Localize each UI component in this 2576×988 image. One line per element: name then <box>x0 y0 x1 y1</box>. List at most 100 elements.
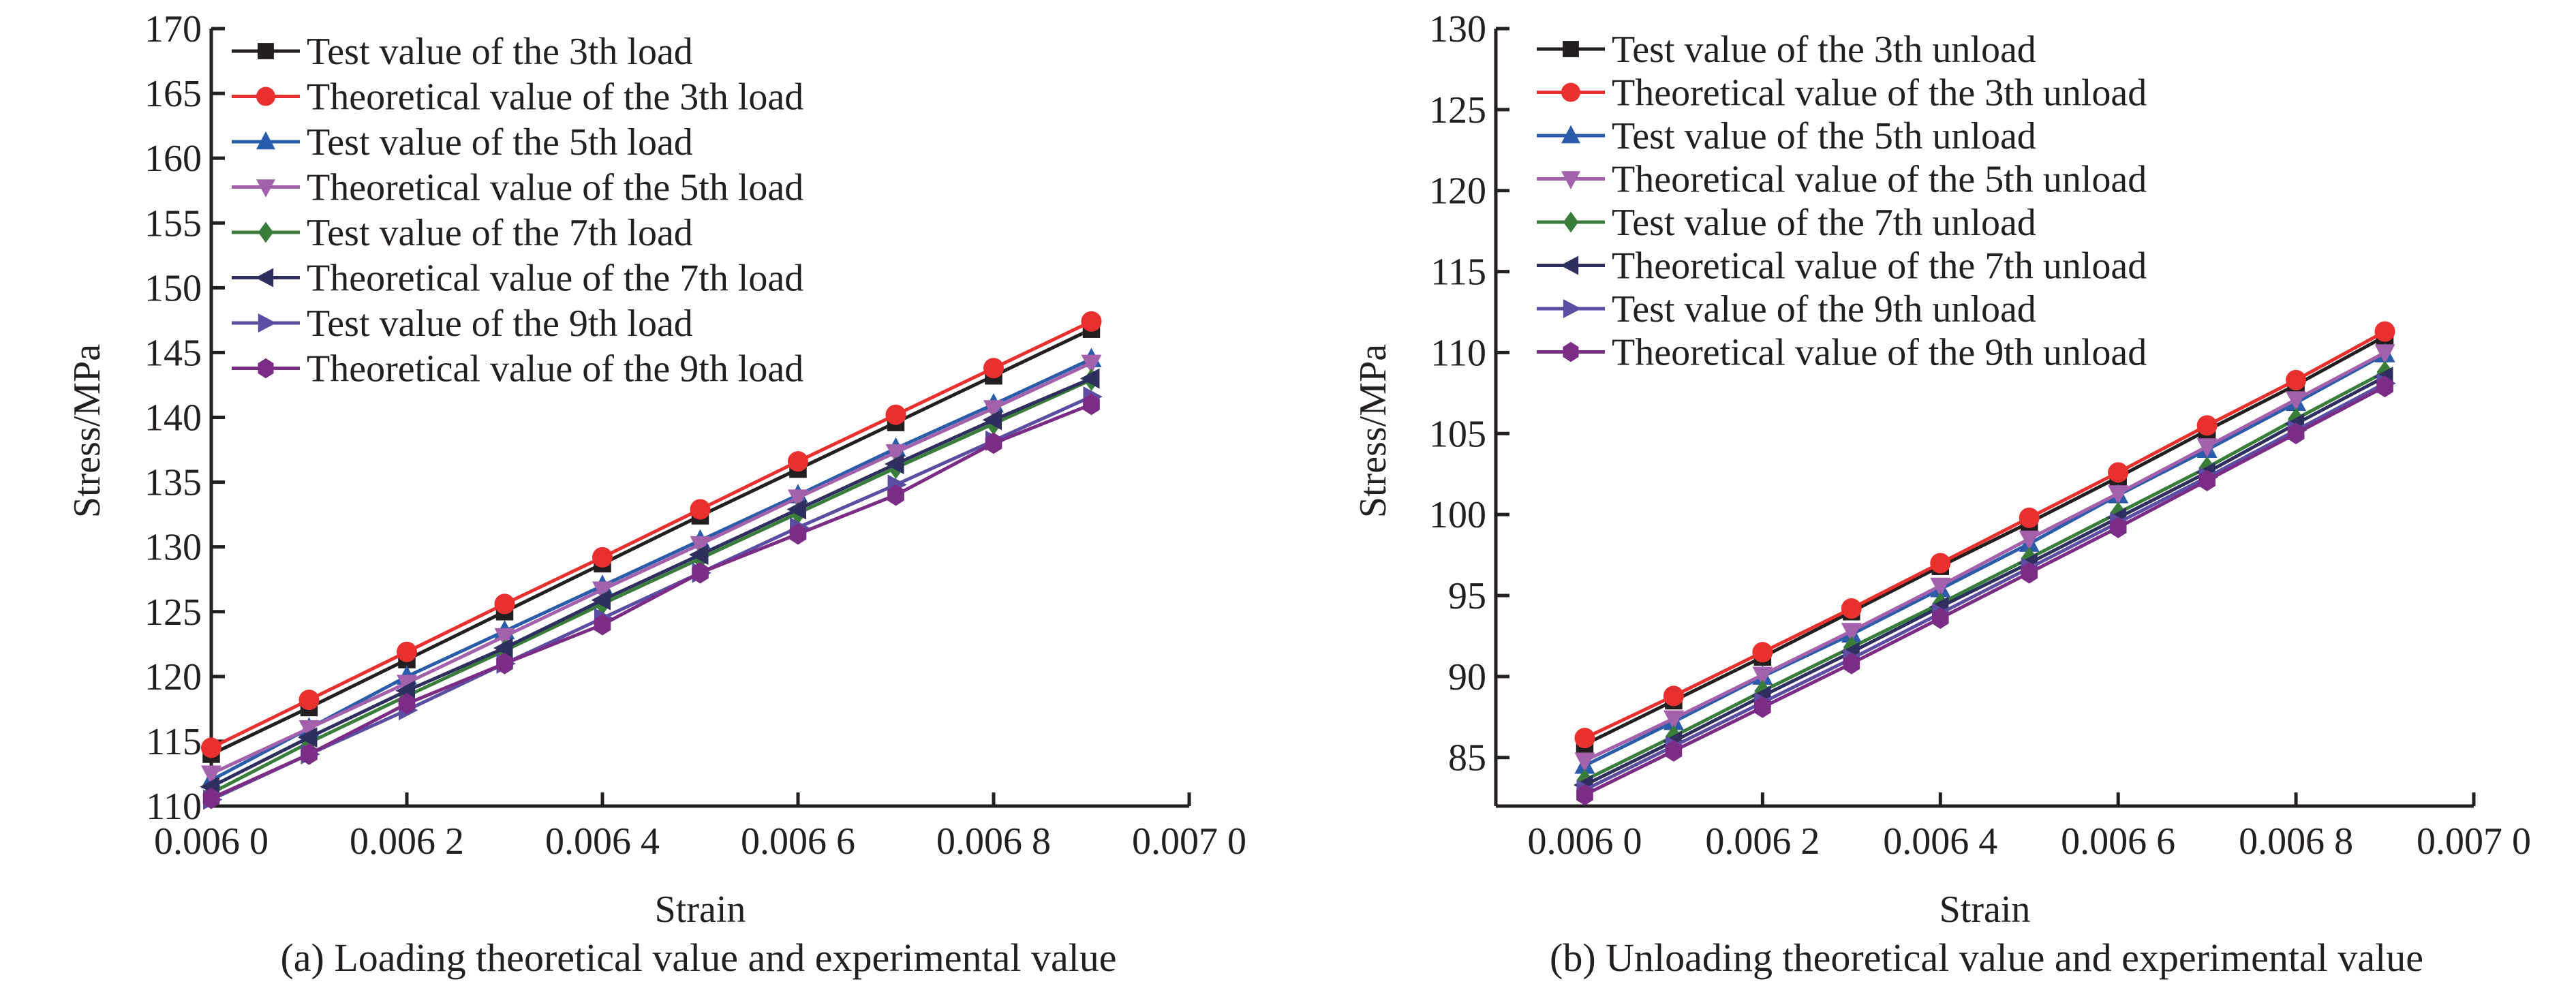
legend-label: Test value of the 9th load <box>307 303 693 345</box>
legend-label: Theoretical value of the 5th unload <box>1612 159 2147 201</box>
legend-label: Theoretical value of the 7th unload <box>1612 245 2147 288</box>
x-tick-label: 0.006 8 <box>2239 820 2353 863</box>
legend-item: Test value of the 7th unload <box>1537 202 2036 244</box>
legend-item: Theoretical value of the 9th unload <box>1537 332 2147 374</box>
data-point <box>1931 607 1949 630</box>
data-point <box>1752 642 1773 663</box>
data-point <box>592 581 613 601</box>
data-point <box>885 404 906 425</box>
data-point <box>2286 391 2307 411</box>
legend-marker-icon <box>1563 299 1582 318</box>
y-tick-label: 115 <box>1430 251 1486 294</box>
legend-marker-icon <box>1563 41 1579 57</box>
data-point <box>494 628 515 648</box>
data-point <box>1930 577 1951 598</box>
y-tick-label: 100 <box>1429 494 1486 536</box>
series-8 <box>202 393 1100 809</box>
legend-item: Test value of the 7th load <box>232 212 693 254</box>
data-point <box>298 727 318 748</box>
data-point <box>786 499 806 520</box>
legend-item: Test value of the 9th load <box>232 303 693 345</box>
data-point <box>398 693 416 715</box>
data-point <box>201 765 221 785</box>
series-3 <box>1574 343 2395 774</box>
legend-item: Theoretical value of the 9th load <box>232 348 803 390</box>
figure-caption: (b) Unloading theoretical value and expe… <box>1550 936 2423 980</box>
data-point <box>493 637 513 658</box>
data-point <box>1663 685 1684 707</box>
legend-marker-icon <box>258 358 274 379</box>
legend-item: Test value of the 5th load <box>232 121 693 164</box>
y-tick-label: 170 <box>144 8 202 50</box>
y-tick-label: 155 <box>144 202 202 245</box>
y-axis-title: Stress/MPa <box>66 344 108 518</box>
y-tick-label: 165 <box>144 73 202 115</box>
y-tick-label: 105 <box>1429 413 1486 455</box>
data-point <box>983 400 1004 420</box>
legend-item: Test value of the 3th load <box>232 31 693 73</box>
data-point <box>2019 507 2040 528</box>
y-tick-label: 160 <box>144 138 202 180</box>
y-tick-label: 85 <box>1448 737 1486 779</box>
data-point <box>591 589 611 611</box>
series-2 <box>201 311 1102 758</box>
y-tick-label: 90 <box>1448 656 1486 698</box>
data-point <box>1841 598 1862 619</box>
y-tick-label: 140 <box>144 397 202 439</box>
data-point <box>1752 666 1773 686</box>
series-line <box>1584 351 2386 762</box>
figure-caption: (a) Loading theoretical value and experi… <box>280 936 1116 980</box>
data-point <box>494 593 515 615</box>
legend-item: Theoretical value of the 5th unload <box>1537 159 2147 201</box>
data-point <box>2196 415 2218 436</box>
x-tick-label: 0.006 4 <box>1883 820 1997 863</box>
data-point <box>690 536 711 556</box>
data-point <box>692 561 709 584</box>
x-axis-title: Strain <box>1939 889 2031 931</box>
data-point <box>2108 485 2129 505</box>
series-8 <box>1576 375 2393 806</box>
data-point <box>1081 311 1102 332</box>
y-axis-title: Stress/MPa <box>1352 344 1394 518</box>
data-point <box>1574 752 1595 772</box>
data-point <box>2376 375 2393 398</box>
legend-label: Test value of the 3th load <box>307 31 693 73</box>
data-point <box>201 737 221 758</box>
legend-label: Theoretical value of the 5th load <box>307 167 803 209</box>
legend-label: Theoretical value of the 9th load <box>307 348 803 390</box>
legend-item: Theoretical value of the 3th unload <box>1537 72 2147 114</box>
panel-loading: 110 115 120 125 130 135 140 145 150 155 160 165 170 0… <box>66 8 1246 980</box>
series-line <box>1584 375 2386 787</box>
legend-marker-icon <box>1563 341 1579 362</box>
data-point <box>788 451 808 472</box>
data-point <box>2108 462 2129 483</box>
legend-marker-icon <box>258 221 274 243</box>
legend: Test value of the 3th unloadTheoretical … <box>1537 29 2147 374</box>
panel-unloading: 85 90 95 100 105 110 115 120 125 130 0.006 0 0.006 … <box>1352 8 2531 980</box>
data-point <box>397 675 417 694</box>
data-point <box>298 720 320 740</box>
data-point <box>887 484 904 506</box>
legend-label: Theoretical value of the 3th load <box>307 76 803 119</box>
data-point <box>301 743 318 765</box>
y-tick-label: 120 <box>144 656 202 698</box>
data-point <box>1663 710 1684 730</box>
legend-item: Test value of the 3th unload <box>1537 29 2036 71</box>
series-line <box>1584 335 2386 746</box>
legend-marker-icon <box>1560 256 1579 275</box>
series-line <box>210 357 1092 782</box>
y-tick-label: 145 <box>144 332 202 374</box>
data-point <box>885 453 904 474</box>
series-line <box>1584 385 2386 797</box>
data-point <box>885 444 906 464</box>
data-point <box>2019 530 2040 551</box>
legend-label: Theoretical value of the 9th unload <box>1612 332 2147 374</box>
legend-label: Test value of the 5th unload <box>1612 115 2036 157</box>
y-tick-label: 130 <box>144 527 202 569</box>
data-point <box>397 641 417 662</box>
data-point <box>594 614 611 636</box>
data-point <box>2109 516 2127 538</box>
series-line <box>210 378 1092 795</box>
y-tick-label: 130 <box>1429 8 1486 50</box>
